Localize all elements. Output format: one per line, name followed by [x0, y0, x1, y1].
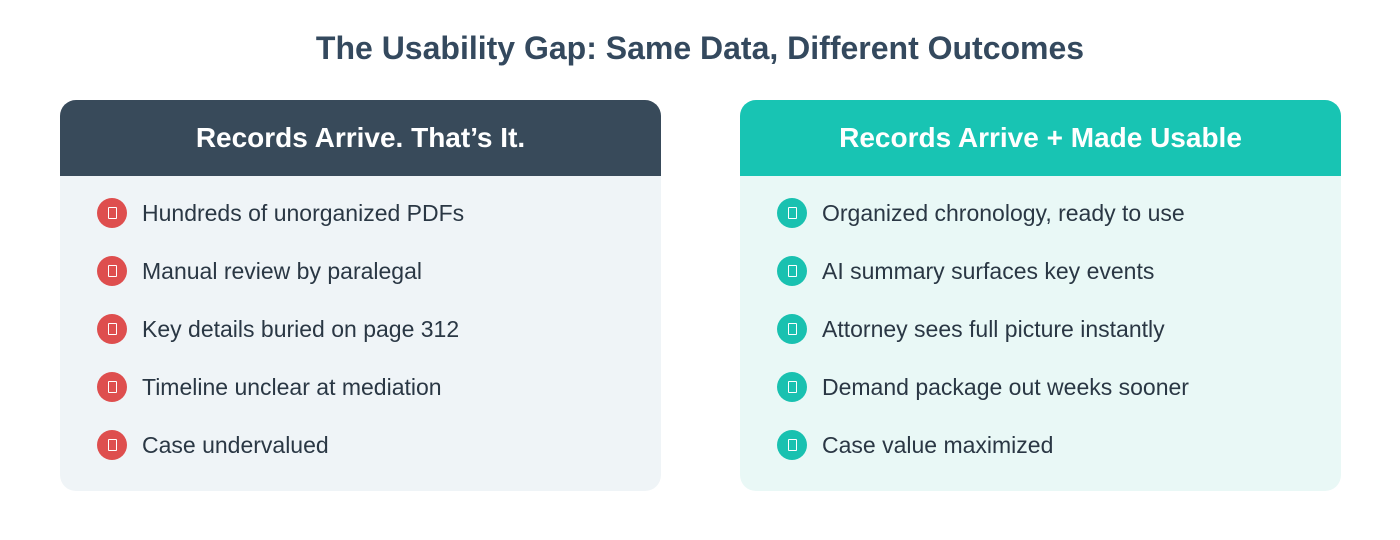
check-mark-icon [777, 198, 807, 228]
page-title: The Usability Gap: Same Data, Different … [315, 30, 1085, 66]
x-mark-icon [97, 372, 127, 402]
x-mark-icon [97, 430, 127, 460]
x-mark-icon [97, 314, 127, 344]
list-item: AI summary surfaces key events [777, 242, 1189, 300]
list-item: Case undervalued [97, 416, 464, 474]
records-arrive-panel: Records Arrive. That’s It. Hundreds of u… [60, 100, 661, 491]
check-mark-icon [777, 256, 807, 286]
list-item-label: Organized chronology, ready to use [822, 199, 1185, 226]
list-item-label: AI summary surfaces key events [822, 257, 1155, 284]
list-item: Manual review by paralegal [97, 242, 464, 300]
x-mark-icon [97, 198, 127, 228]
list-item-label: Manual review by paralegal [142, 257, 422, 284]
list-item-label: Hundreds of unorganized PDFs [142, 199, 465, 226]
x-mark-icon [97, 256, 127, 286]
check-mark-icon [777, 314, 807, 344]
benefit-list: Organized chronology, ready to use AI su… [777, 198, 1189, 474]
list-item: Timeline unclear at mediation [97, 358, 464, 416]
made-usable-panel: Records Arrive + Made Usable Organized c… [740, 100, 1341, 491]
list-item-label: Key details buried on page 312 [142, 315, 460, 342]
list-item: Key details buried on page 312 [97, 300, 464, 358]
list-item: Case value maximized [777, 416, 1189, 474]
panel-heading: Records Arrive. That’s It. [60, 100, 661, 176]
list-item-label: Timeline unclear at mediation [142, 373, 442, 400]
problem-list: Hundreds of unorganized PDFs Manual revi… [97, 198, 464, 474]
list-item: Organized chronology, ready to use [777, 184, 1189, 242]
list-item-label: Case value maximized [822, 431, 1054, 458]
check-mark-icon [777, 372, 807, 402]
list-item: Demand package out weeks sooner [777, 358, 1189, 416]
list-item-label: Case undervalued [142, 431, 329, 458]
list-item-label: Demand package out weeks sooner [822, 373, 1189, 400]
check-mark-icon [777, 430, 807, 460]
list-item: Hundreds of unorganized PDFs [97, 184, 464, 242]
list-item-label: Attorney sees full picture instantly [822, 315, 1165, 342]
list-item: Attorney sees full picture instantly [777, 300, 1189, 358]
panel-heading: Records Arrive + Made Usable [740, 100, 1341, 176]
